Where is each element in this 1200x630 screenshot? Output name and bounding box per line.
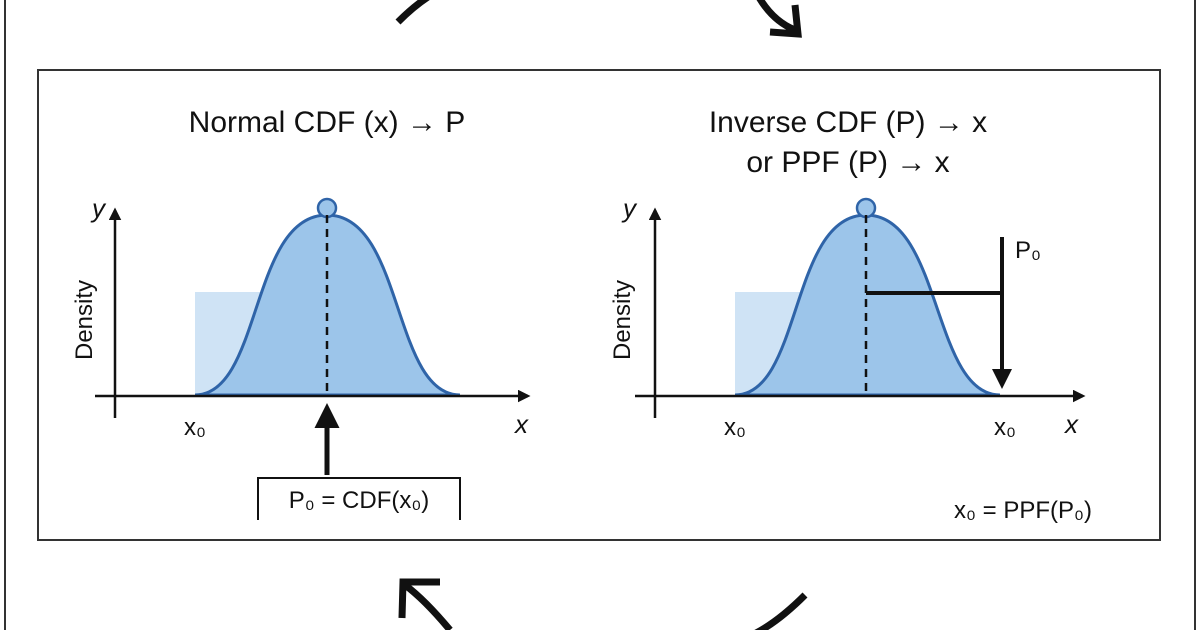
x-tick: x₀ bbox=[724, 414, 746, 441]
y-axis-label: y bbox=[621, 193, 638, 223]
x-tick: x₀ bbox=[184, 414, 206, 441]
formula-box bbox=[257, 477, 461, 520]
title: or PPF (P) → x bbox=[746, 146, 949, 179]
peak bbox=[316, 197, 338, 219]
peak bbox=[855, 197, 877, 219]
cycle-arrow bbox=[398, 578, 453, 630]
formula: P₀ = CDF(x₀) bbox=[289, 487, 430, 514]
title: Normal CDF (x) → P bbox=[189, 106, 466, 139]
y-axis-label: y bbox=[90, 193, 107, 223]
cycle-arrow bbox=[754, 592, 808, 630]
title: Inverse CDF (P) → x bbox=[709, 106, 987, 139]
x-tick: x₀ bbox=[994, 414, 1016, 441]
p-label: P₀ bbox=[1015, 237, 1041, 264]
x-axis-label: x bbox=[1063, 409, 1079, 439]
y-label: Density bbox=[609, 280, 636, 360]
x-axis-label: x bbox=[513, 409, 529, 439]
cycle-arrow bbox=[395, 0, 430, 25]
y-label: Density bbox=[71, 280, 98, 360]
cycle-arrow bbox=[756, 0, 802, 38]
formula: x₀ = PPF(P₀) bbox=[954, 497, 1092, 524]
